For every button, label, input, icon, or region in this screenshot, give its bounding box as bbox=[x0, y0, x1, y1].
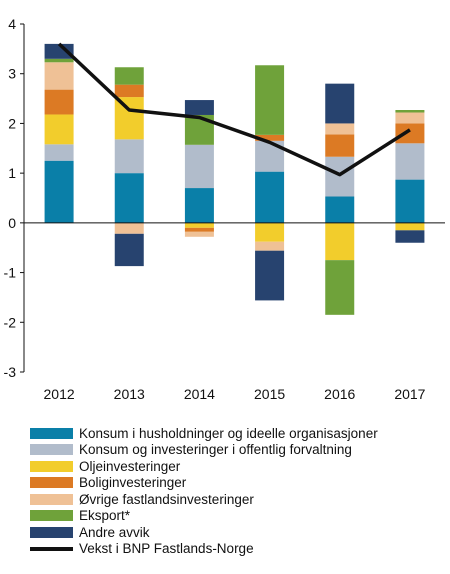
bar-segment bbox=[325, 134, 355, 157]
legend-item: Eksport* bbox=[30, 508, 450, 525]
bar-segment bbox=[255, 171, 285, 223]
bar-segment bbox=[44, 144, 74, 161]
bar-segment bbox=[395, 222, 425, 231]
bar-segment bbox=[325, 196, 355, 223]
legend-item: Boliginvesteringer bbox=[30, 475, 450, 492]
bar-segment bbox=[114, 84, 144, 98]
bar-segment bbox=[255, 222, 285, 242]
y-tick-label: 0 bbox=[8, 215, 16, 231]
bar-segment bbox=[325, 156, 355, 197]
y-tick-label: 2 bbox=[8, 115, 16, 131]
bar-segment bbox=[184, 222, 214, 228]
legend-swatch bbox=[30, 493, 73, 505]
legend-item: Andre avvik bbox=[30, 524, 450, 541]
legend-label: Konsum i husholdninger og ideelle organi… bbox=[79, 425, 378, 441]
bar-stacks bbox=[44, 43, 425, 315]
gdp-growth-line bbox=[57, 42, 411, 177]
bar-segment bbox=[114, 173, 144, 223]
legend-swatch bbox=[30, 460, 73, 472]
legend-label: Boliginvesteringer bbox=[79, 475, 187, 491]
bar-segment bbox=[395, 112, 425, 124]
bar-segment bbox=[184, 227, 214, 232]
legend-label: Andre avvik bbox=[79, 524, 150, 540]
legend-line-swatch bbox=[30, 546, 73, 551]
y-axis-ticks: -3 -2 -1 0 1 2 3 4 bbox=[4, 16, 24, 380]
bar-segment bbox=[114, 67, 144, 85]
x-tick-label: 2015 bbox=[254, 386, 285, 402]
legend-item: Konsum og investeringer i offentlig forv… bbox=[30, 442, 450, 459]
bar-segment bbox=[114, 139, 144, 174]
bar-segment bbox=[395, 143, 425, 180]
bar-segment bbox=[395, 123, 425, 144]
bar-segment bbox=[325, 222, 355, 261]
x-tick-label: 2012 bbox=[44, 386, 75, 402]
bar-segment bbox=[325, 260, 355, 315]
bar-segment bbox=[44, 62, 74, 90]
legend-label: Øvrige fastlandsinvesteringer bbox=[79, 491, 254, 507]
bar-segment bbox=[184, 144, 214, 189]
x-tick-label: 2017 bbox=[394, 386, 425, 402]
legend-swatch bbox=[30, 477, 73, 489]
x-axis-labels: 2012 2013 2014 2015 2016 2017 bbox=[44, 386, 426, 402]
x-tick-label: 2013 bbox=[114, 386, 145, 402]
legend-item: Oljeinvesteringer bbox=[30, 458, 450, 475]
y-tick-label: 4 bbox=[8, 16, 16, 32]
bar-segment bbox=[395, 110, 425, 113]
bar-segment bbox=[114, 233, 144, 267]
legend: Konsum i husholdninger og ideelle organi… bbox=[30, 425, 450, 557]
bar-segment bbox=[255, 134, 285, 141]
bar-segment bbox=[44, 58, 74, 63]
legend-item: Konsum i husholdninger og ideelle organi… bbox=[30, 425, 450, 442]
bar-segment bbox=[325, 123, 355, 135]
legend-label: Oljeinvesteringer bbox=[79, 458, 181, 474]
bar-segment bbox=[184, 231, 214, 237]
bar-segment bbox=[395, 230, 425, 243]
bar-segment bbox=[255, 241, 285, 251]
bar-segment bbox=[325, 83, 355, 124]
x-tick-label: 2014 bbox=[184, 386, 215, 402]
x-tick-label: 2016 bbox=[324, 386, 355, 402]
legend-swatch bbox=[30, 444, 73, 456]
bar-segment bbox=[114, 97, 144, 140]
bar-segment bbox=[44, 160, 74, 223]
legend-swatch bbox=[30, 526, 73, 538]
y-tick-label: -3 bbox=[4, 364, 17, 380]
bar-segment bbox=[184, 100, 214, 115]
bar-segment bbox=[395, 179, 425, 223]
bar-segment bbox=[255, 65, 285, 135]
legend-swatch bbox=[30, 510, 73, 522]
bar-segment bbox=[44, 114, 74, 145]
bar-segment bbox=[44, 43, 74, 59]
bar-segment bbox=[255, 250, 285, 301]
legend-item: Øvrige fastlandsinvesteringer bbox=[30, 491, 450, 508]
legend-label: Vekst i BNP Fastlands-Norge bbox=[79, 541, 254, 557]
y-tick-label: 1 bbox=[8, 165, 16, 181]
legend-swatch bbox=[30, 427, 73, 439]
bar-segment bbox=[44, 89, 74, 115]
legend-item-line: Vekst i BNP Fastlands-Norge bbox=[30, 541, 450, 558]
y-tick-label: -1 bbox=[4, 265, 17, 281]
gdp-line-layer bbox=[57, 42, 411, 177]
legend-label: Konsum og investeringer i offentlig forv… bbox=[79, 442, 352, 458]
bar-segment bbox=[184, 188, 214, 223]
y-tick-label: -2 bbox=[4, 314, 17, 330]
y-tick-label: 3 bbox=[8, 66, 16, 82]
bar-segment bbox=[114, 222, 144, 234]
legend-label: Eksport* bbox=[79, 508, 131, 524]
